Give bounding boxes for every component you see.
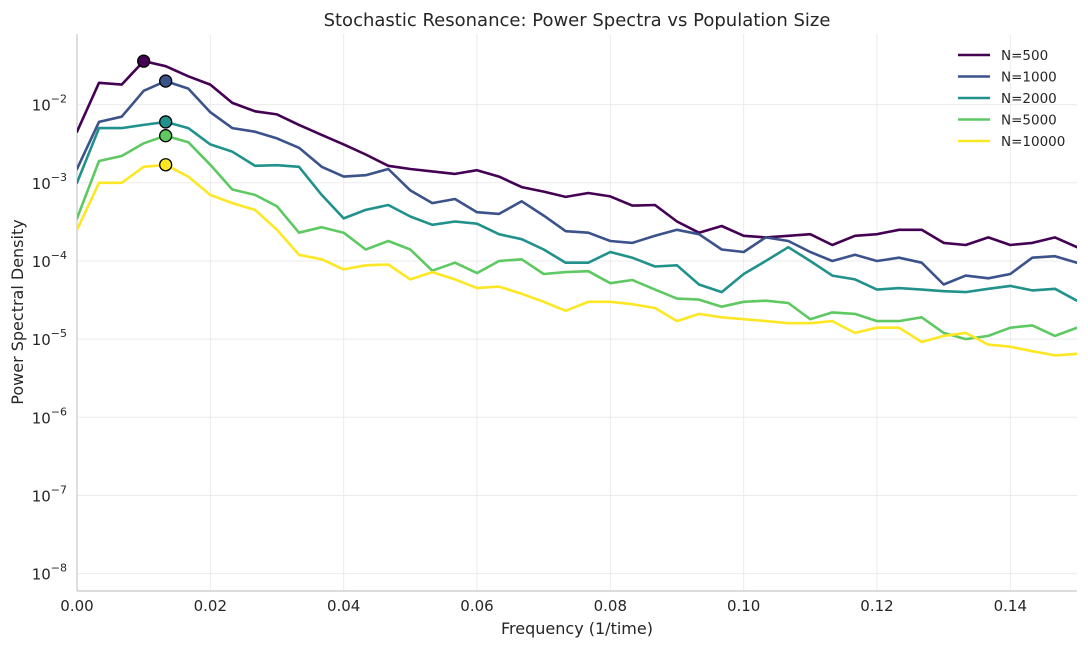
legend: N=500 N=1000 N=2000 N=5000 N=10000 <box>958 48 1065 150</box>
y-tick-label: 10−7 <box>32 483 67 505</box>
y-tick-label: 10−5 <box>32 327 67 349</box>
legend-label: N=10000 <box>1001 134 1065 150</box>
peak-marker-n-10000 <box>159 158 173 172</box>
y-tick-label: 10−8 <box>32 562 67 584</box>
series-line-n-1000 <box>77 79 1077 286</box>
x-tick-label: 0.04 <box>327 597 360 615</box>
series-line-n-2000 <box>77 120 1077 303</box>
x-tick-label: 0.08 <box>594 597 627 615</box>
peak-markers <box>137 54 173 172</box>
x-tick-label: 0.12 <box>860 597 893 615</box>
legend-label: N=500 <box>1001 48 1048 64</box>
peak-marker-n-2000 <box>159 115 173 129</box>
series-lines <box>77 59 1077 357</box>
legend-label: N=1000 <box>1001 70 1057 86</box>
x-tick-label: 0.02 <box>194 597 227 615</box>
y-axis-label: Power Spectral Density <box>8 219 27 404</box>
series-line-n-500 <box>77 59 1077 249</box>
peak-marker-n-500 <box>137 54 151 68</box>
y-tick-label: 10−4 <box>32 249 67 271</box>
y-tick-label: 10−3 <box>32 171 67 193</box>
x-axis-label: Frequency (1/time) <box>501 619 653 638</box>
grid <box>76 34 1077 591</box>
legend-label: N=2000 <box>1001 91 1057 107</box>
y-ticks: 10−8 10−7 10−6 10−5 10−4 10−3 10−2 <box>32 93 67 584</box>
series-line-n-5000 <box>77 134 1077 341</box>
y-tick-label: 10−6 <box>32 405 67 427</box>
chart-title: Stochastic Resonance: Power Spectra vs P… <box>324 10 831 31</box>
x-tick-label: 0.06 <box>460 597 493 615</box>
x-tick-label: 0.00 <box>60 597 93 615</box>
x-ticks: 0.00 0.02 0.04 0.06 0.08 0.10 0.12 0.14 <box>60 597 1027 615</box>
axes <box>76 34 1077 592</box>
peak-marker-n-1000 <box>159 74 173 88</box>
peak-marker-n-5000 <box>159 129 173 143</box>
series-line-n-10000 <box>77 163 1077 357</box>
y-tick-label: 10−2 <box>32 93 67 115</box>
legend-label: N=5000 <box>1001 113 1057 129</box>
x-tick-label: 0.10 <box>727 597 760 615</box>
x-tick-label: 0.14 <box>994 597 1027 615</box>
